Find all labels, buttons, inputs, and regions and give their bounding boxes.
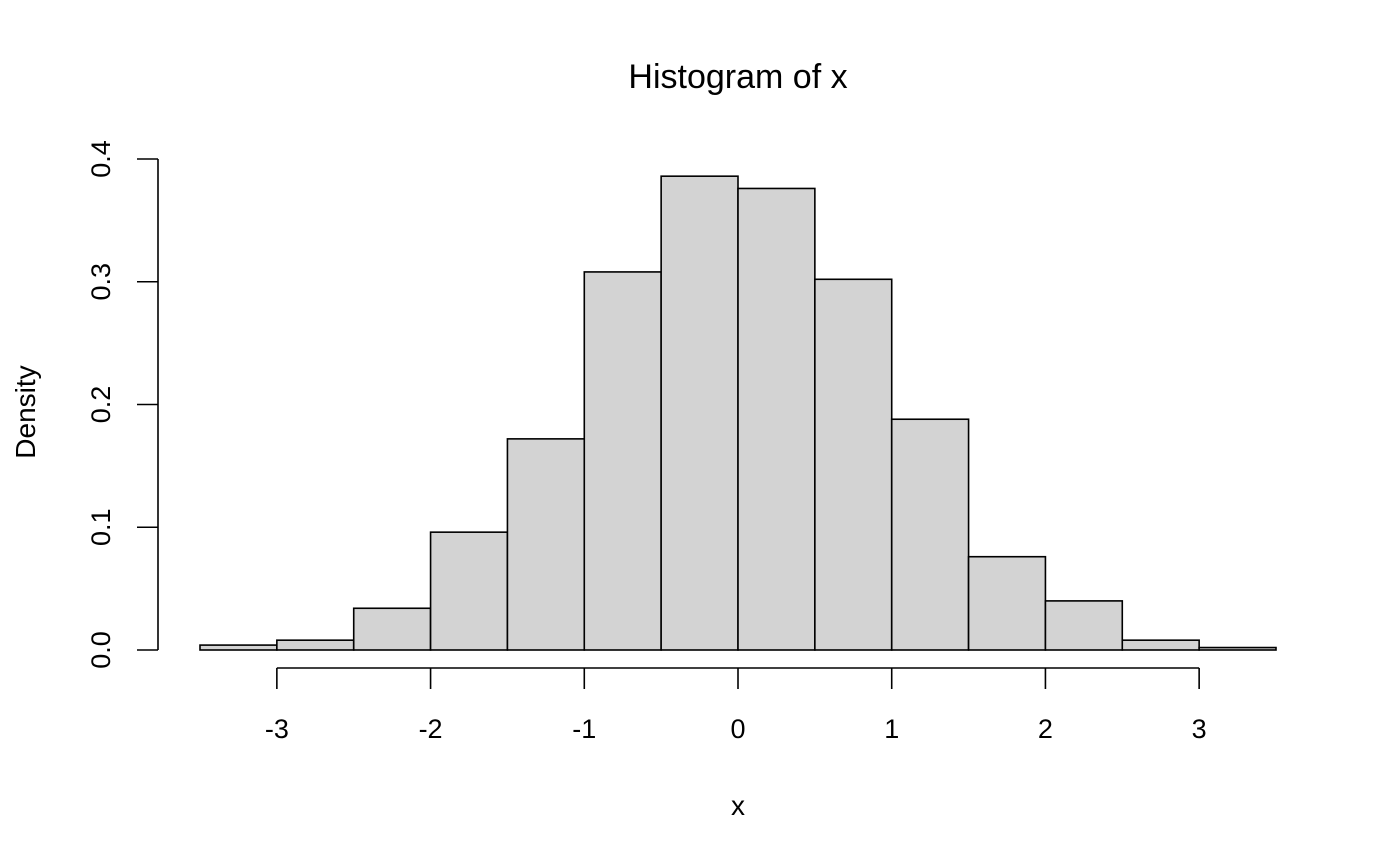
histogram-bar-10 (890, 418, 970, 651)
x-tick-label: 0 (730, 714, 745, 744)
histogram-bar-8 (737, 187, 816, 651)
x-tick-label: -2 (419, 714, 443, 744)
x-tick-label: -1 (572, 714, 596, 744)
y-tick-label: 0.0 (86, 631, 116, 669)
histogram-bar-14 (1198, 646, 1277, 651)
x-tick-label: -3 (265, 714, 289, 744)
histogram-bar-1 (199, 644, 278, 651)
histogram-bar-9 (814, 278, 893, 651)
histogram-bar-6 (583, 271, 662, 651)
x-tick-label: 2 (1038, 714, 1053, 744)
histogram-bar-12 (1044, 600, 1124, 651)
bars-group (199, 175, 1277, 651)
histogram-bar-4 (429, 531, 509, 651)
chart-title: Histogram of x (628, 58, 847, 96)
y-tick-label: 0.4 (86, 140, 116, 178)
x-axis: -3 -2 -1 0 1 2 3 (265, 667, 1207, 744)
histogram-bar-7 (660, 175, 739, 651)
x-tick-label: 1 (884, 714, 899, 744)
y-tick-label: 0.3 (86, 263, 116, 301)
y-axis: 0.0 0.1 0.2 0.3 0.4 (86, 140, 159, 669)
histogram-bar-3 (352, 607, 432, 651)
x-axis-label: x (731, 790, 745, 821)
histogram-bar-11 (967, 555, 1047, 651)
histogram-bar-13 (1121, 639, 1200, 651)
y-axis-label: Density (10, 365, 41, 458)
histogram-bar-5 (506, 438, 586, 651)
histogram-bar-2 (276, 639, 355, 651)
y-tick-label: 0.2 (86, 386, 116, 424)
y-tick-label: 0.1 (86, 508, 116, 546)
x-tick-label: 3 (1192, 714, 1207, 744)
